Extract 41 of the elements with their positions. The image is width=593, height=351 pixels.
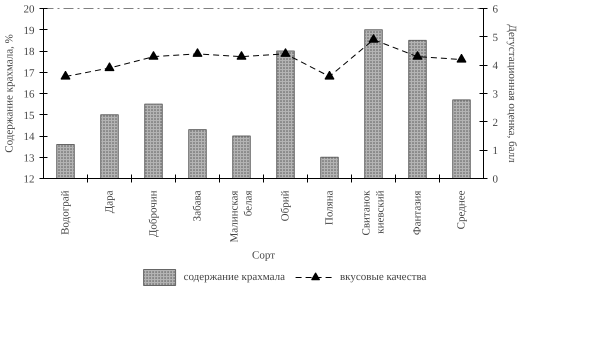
x-tick-label: Малинская белая	[228, 190, 255, 243]
legend-label: содержание крахмала	[184, 271, 285, 283]
x-tick-label: Забава	[192, 190, 204, 222]
x-tick-label: Дара	[104, 190, 116, 214]
point	[104, 62, 114, 72]
point	[148, 50, 158, 60]
point	[456, 54, 466, 63]
point	[280, 48, 290, 57]
y-tick-label: 15	[24, 110, 35, 122]
y2-tick-label: 5	[492, 32, 498, 44]
y2-tick-label: 0	[492, 174, 498, 186]
legend-label: вкусовые качества	[340, 271, 426, 283]
y2-tick-label: 4	[492, 60, 498, 72]
x-tick-label: Доброчин	[148, 190, 160, 238]
y2-tick-label: 6	[492, 4, 498, 16]
y2-axis-title: Дегустационная оценка, балл	[506, 24, 518, 164]
y-tick-label: 17	[24, 67, 35, 80]
y-tick-label: 18	[24, 46, 35, 58]
y-tick-label: 16	[24, 88, 35, 100]
point	[368, 34, 378, 43]
x-tick-label: Свитанок киевский	[360, 190, 387, 236]
y-tick-label: 12	[24, 174, 34, 186]
y2-tick-label: 3	[492, 88, 498, 100]
x-tick-label: Обрий	[280, 190, 292, 222]
y2-tick-label: 1	[492, 145, 498, 158]
x-tick-label: Водограй	[60, 190, 72, 235]
y2-tick-label: 2	[492, 116, 498, 129]
point	[192, 48, 202, 57]
y-axis-title: Содержание крахмала, %	[4, 34, 16, 153]
point	[60, 70, 70, 80]
x-tick-label: Поляна	[324, 190, 336, 226]
point	[412, 50, 422, 60]
y-tick-label: 14	[24, 131, 35, 143]
y-tick-label: 13	[24, 152, 35, 164]
x-tick-label: Фантазия	[412, 190, 424, 236]
point	[236, 50, 246, 60]
x-tick-label: Среднее	[456, 190, 468, 230]
point	[324, 70, 334, 80]
x-axis-title: Сорт	[252, 250, 276, 262]
y-tick-label: 19	[24, 24, 35, 37]
y-tick-label: 20	[24, 4, 35, 16]
